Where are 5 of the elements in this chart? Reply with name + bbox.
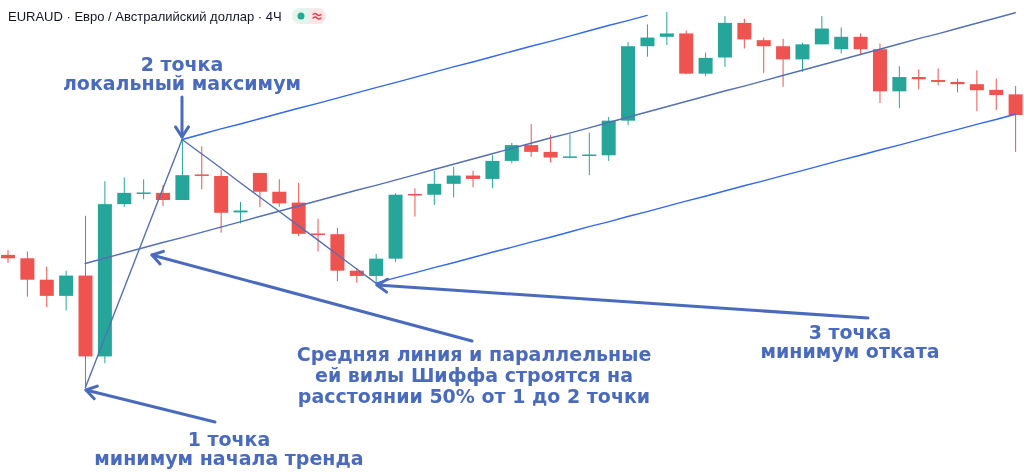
annotation: 3 точка минимум отката: [760, 321, 940, 362]
chart-title: EURAUD · Евро / Австралийский доллар · 4Ч: [8, 8, 282, 24]
annotation: Средняя линия и параллельные ей вилы Шиффа строятся на расстоянии 50% от 1 до 2 точки: [296, 343, 652, 407]
text: 1 точка минимум начала тренда: [94, 428, 364, 469]
annotation: 2 точка локальный максимум: [62, 53, 302, 94]
